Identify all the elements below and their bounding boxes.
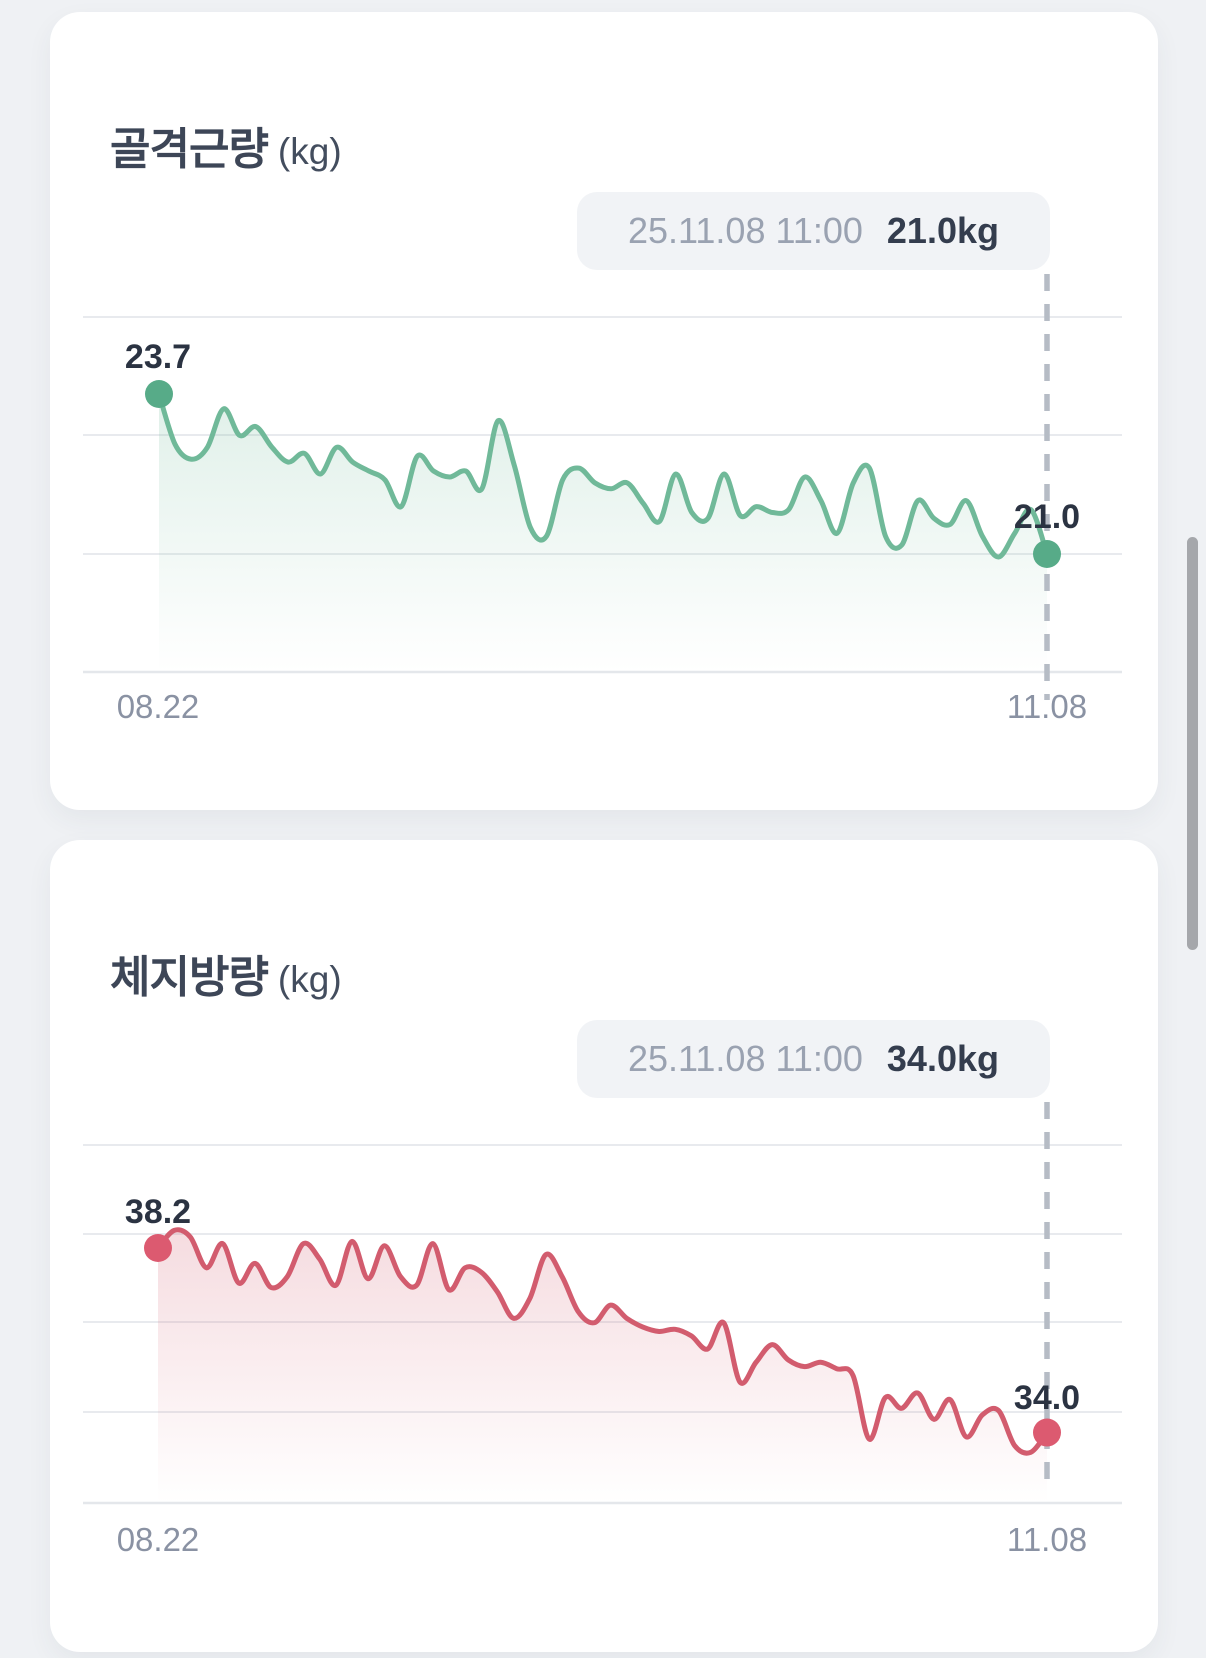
- page-scrollbar-thumb[interactable]: [1187, 537, 1198, 950]
- area-fill: [159, 394, 1047, 671]
- area-fill: [158, 1229, 1047, 1502]
- body-fat-area-chart[interactable]: [50, 840, 1158, 1652]
- x-axis-label-start: 08.22: [116, 688, 200, 725]
- selected-reading-tooltip: 25.11.08 11:00 21.0kg: [577, 192, 1050, 270]
- card-title-unit: (kg): [277, 130, 342, 172]
- end-data-point[interactable]: [1033, 540, 1061, 569]
- card-title-skeletal-muscle: 골격근량 (kg): [110, 113, 342, 177]
- start-point-value-label: 38.2: [124, 1193, 192, 1231]
- card-title-text: 체지방량: [110, 952, 269, 1002]
- selected-reading-tooltip: 25.11.08 11:00 34.0kg: [577, 1020, 1050, 1098]
- start-data-point[interactable]: [144, 1234, 172, 1262]
- card-title-body-fat: 체지방량 (kg): [110, 941, 342, 1005]
- tooltip-value: 34.0kg: [886, 1038, 999, 1079]
- x-axis-label-end: 11.08: [1006, 688, 1088, 725]
- x-axis-label-start: 08.22: [116, 1521, 200, 1558]
- tooltip-datetime: 25.11.08 11:00: [628, 1038, 863, 1079]
- end-point-value-label: 21.0: [1013, 498, 1081, 536]
- trend-line: [156, 391, 1050, 560]
- start-point-value-label: 23.7: [124, 338, 192, 376]
- x-axis-label-end: 11.08: [1006, 1521, 1088, 1558]
- body-fat-card: 체지방량 (kg) 25.11.08 11:00 34.0kg 38.2 34.0…: [50, 840, 1158, 1652]
- skeletal-muscle-card: 골격근량 (kg) 25.11.08 11:00 21.0kg 23.7 21.0…: [50, 12, 1158, 810]
- trend-line: [155, 1227, 1050, 1456]
- start-data-point[interactable]: [145, 380, 173, 408]
- card-title-unit: (kg): [277, 958, 342, 1000]
- tooltip-datetime: 25.11.08 11:00: [628, 210, 863, 251]
- skeletal-muscle-area-chart[interactable]: [50, 12, 1158, 810]
- tooltip-value: 21.0kg: [886, 210, 999, 251]
- end-point-value-label: 34.0: [1013, 1379, 1081, 1417]
- end-data-point[interactable]: [1033, 1418, 1061, 1447]
- card-title-text: 골격근량: [110, 124, 269, 174]
